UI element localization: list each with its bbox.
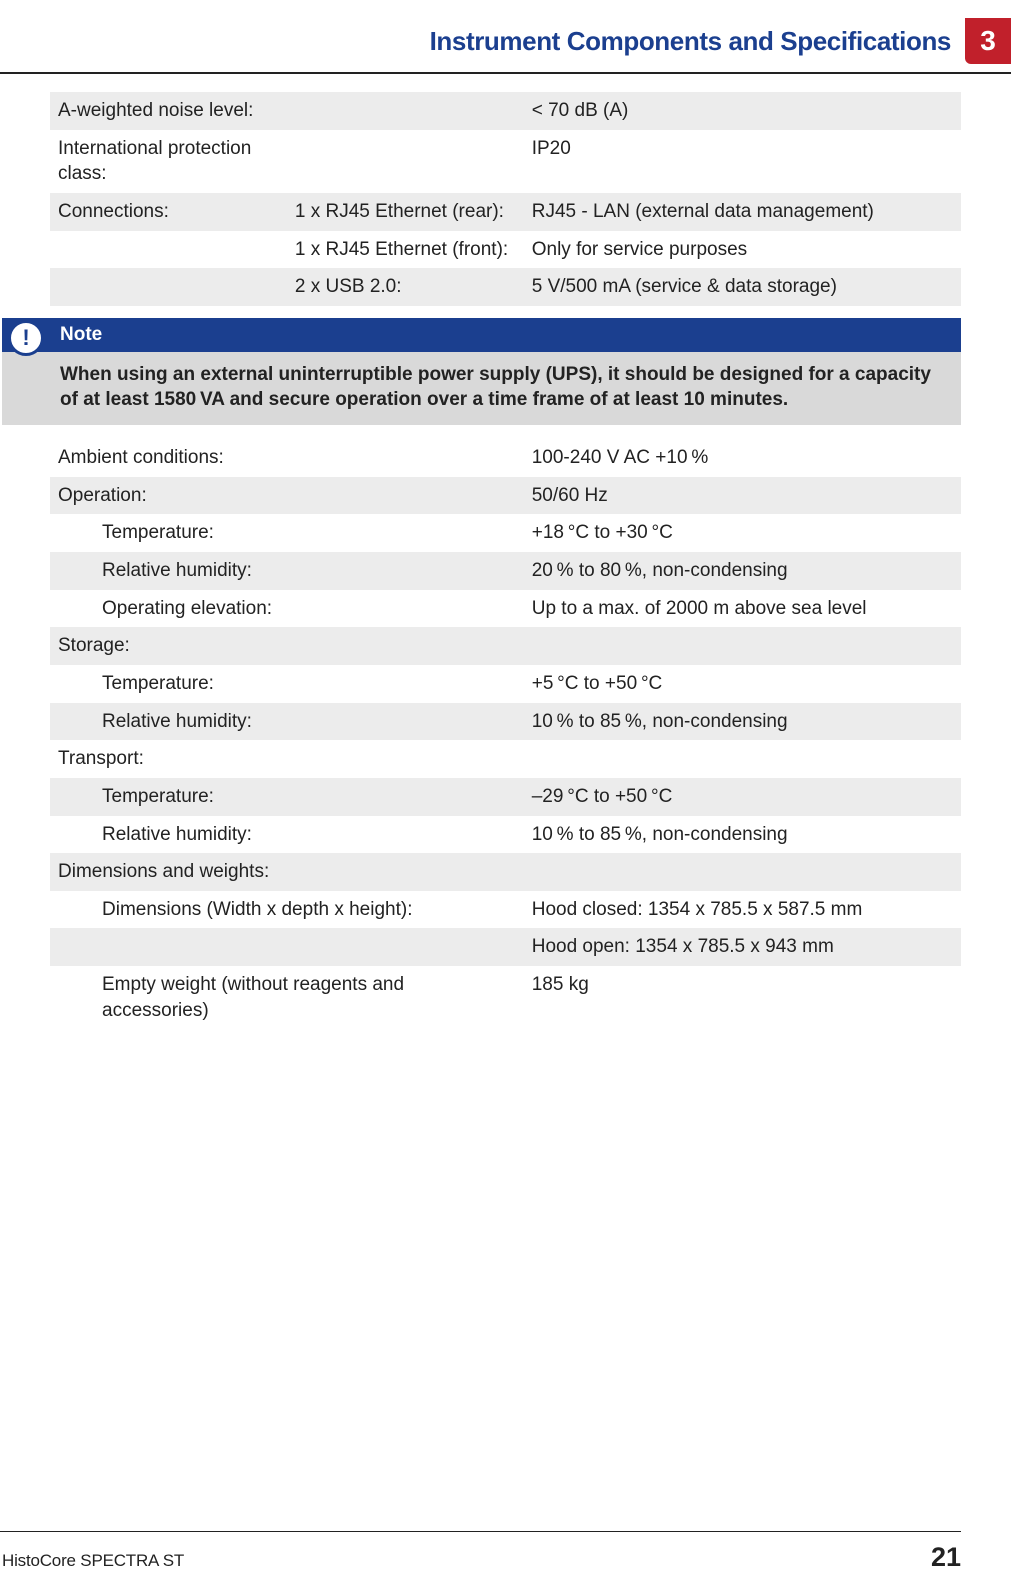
table-row: A-weighted noise level: < 70 dB (A)	[50, 92, 961, 130]
note-body: When using an external uninterruptible p…	[2, 352, 961, 425]
table-row: International protection class: IP20	[50, 130, 961, 193]
table-row: Relative humidity:10 % to 85 %, non-cond…	[50, 703, 961, 741]
table-cell: Dimensions (Width x depth x height):	[50, 891, 524, 929]
table-row: Empty weight (without reagents and acces…	[50, 966, 961, 1029]
table-cell: Relative humidity:	[50, 816, 524, 854]
table-row: Ambient conditions:100-240 V AC +10 %	[50, 439, 961, 477]
spec-table-top: A-weighted noise level:< 70 dB (A)Intern…	[50, 92, 961, 306]
table-row: Transport:	[50, 740, 961, 778]
table-cell: Relative humidity:	[50, 703, 524, 741]
table-cell: Temperature:	[50, 778, 524, 816]
table-cell: Operating elevation:	[50, 590, 524, 628]
table-cell	[524, 627, 961, 665]
table-cell: Relative humidity:	[50, 552, 524, 590]
table-cell: Storage:	[50, 627, 524, 665]
table-cell: Up to a max. of 2000 m above sea level	[524, 590, 961, 628]
page-header: Instrument Components and Specifications…	[0, 18, 1011, 64]
table-cell: < 70 dB (A)	[524, 92, 961, 130]
note-icon: !	[8, 320, 44, 356]
table-cell: Ambient conditions:	[50, 439, 524, 477]
table-cell: Empty weight (without reagents and acces…	[50, 966, 524, 1029]
table-cell	[50, 928, 524, 966]
table-row: Relative humidity:20 % to 80 %, non-cond…	[50, 552, 961, 590]
table-row: Dimensions (Width x depth x height):Hood…	[50, 891, 961, 929]
table-cell: Dimensions and weights:	[50, 853, 524, 891]
table-row: 1 x RJ45 Ethernet (front):Only for servi…	[50, 231, 961, 269]
exclamation-icon: !	[22, 327, 29, 349]
table-cell: 2 x USB 2.0:	[287, 268, 524, 306]
footer-page-number: 21	[931, 1542, 961, 1573]
table-cell: International protection class:	[50, 130, 287, 193]
note-block: ! Note When using an external uninterrup…	[2, 318, 961, 425]
table-cell	[287, 130, 524, 193]
table-cell: +5 °C to +50 °C	[524, 665, 961, 703]
chapter-title: Instrument Components and Specifications	[430, 26, 951, 57]
chapter-number-badge: 3	[965, 18, 1011, 64]
page-footer: HistoCore SPECTRA ST 21	[0, 1531, 1011, 1573]
table-row: Connections:1 x RJ45 Ethernet (rear):RJ4…	[50, 193, 961, 231]
table-cell	[524, 853, 961, 891]
table-cell: 1 x RJ45 Ethernet (front):	[287, 231, 524, 269]
table-cell: 10 % to 85 %, non-condensing	[524, 703, 961, 741]
table-cell: A-weighted noise level:	[50, 92, 287, 130]
table-cell: 10 % to 85 %, non-condensing	[524, 816, 961, 854]
table-cell: 100-240 V AC +10 %	[524, 439, 961, 477]
footer-rule	[0, 1531, 961, 1532]
footer-product-name: HistoCore SPECTRA ST	[2, 1551, 184, 1571]
note-header: ! Note	[2, 318, 961, 352]
table-row: Relative humidity:10 % to 85 %, non-cond…	[50, 816, 961, 854]
table-cell: Hood closed: 1354 x 785.5 x 587.5 mm	[524, 891, 961, 929]
table-cell	[50, 231, 287, 269]
table-cell: Temperature:	[50, 514, 524, 552]
table-cell: IP20	[524, 130, 961, 193]
note-title: Note	[60, 324, 102, 345]
table-row: Temperature:+18 °C to +30 °C	[50, 514, 961, 552]
table-cell: +18 °C to +30 °C	[524, 514, 961, 552]
table-cell: Operation:	[50, 477, 524, 515]
table-cell: 1 x RJ45 Ethernet (rear):	[287, 193, 524, 231]
table-cell	[524, 740, 961, 778]
table-row: Temperature:–29 °C to +50 °C	[50, 778, 961, 816]
table-cell: RJ45 - LAN (external data management)	[524, 193, 961, 231]
table-cell: 20 % to 80 %, non-condensing	[524, 552, 961, 590]
table-row: Operating elevation:Up to a max. of 2000…	[50, 590, 961, 628]
table-cell: Only for service purposes	[524, 231, 961, 269]
table-cell	[50, 268, 287, 306]
table-row: Temperature:+5 °C to +50 °C	[50, 665, 961, 703]
table-cell: Connections:	[50, 193, 287, 231]
table-cell	[287, 92, 524, 130]
table-row: Operation:50/60 Hz	[50, 477, 961, 515]
table-row: Hood open: 1354 x 785.5 x 943 mm	[50, 928, 961, 966]
table-row: Dimensions and weights:	[50, 853, 961, 891]
table-cell: Temperature:	[50, 665, 524, 703]
table-cell: 185 kg	[524, 966, 961, 1029]
table-cell: –29 °C to +50 °C	[524, 778, 961, 816]
table-row: Storage:	[50, 627, 961, 665]
content-area: A-weighted noise level:< 70 dB (A)Intern…	[0, 74, 1011, 1029]
table-cell: 5 V/500 mA (service & data storage)	[524, 268, 961, 306]
table-row: 2 x USB 2.0:5 V/500 mA (service & data s…	[50, 268, 961, 306]
table-cell: Transport:	[50, 740, 524, 778]
table-cell: Hood open: 1354 x 785.5 x 943 mm	[524, 928, 961, 966]
table-cell: 50/60 Hz	[524, 477, 961, 515]
spec-table-bottom: Ambient conditions:100-240 V AC +10 %Ope…	[50, 439, 961, 1029]
